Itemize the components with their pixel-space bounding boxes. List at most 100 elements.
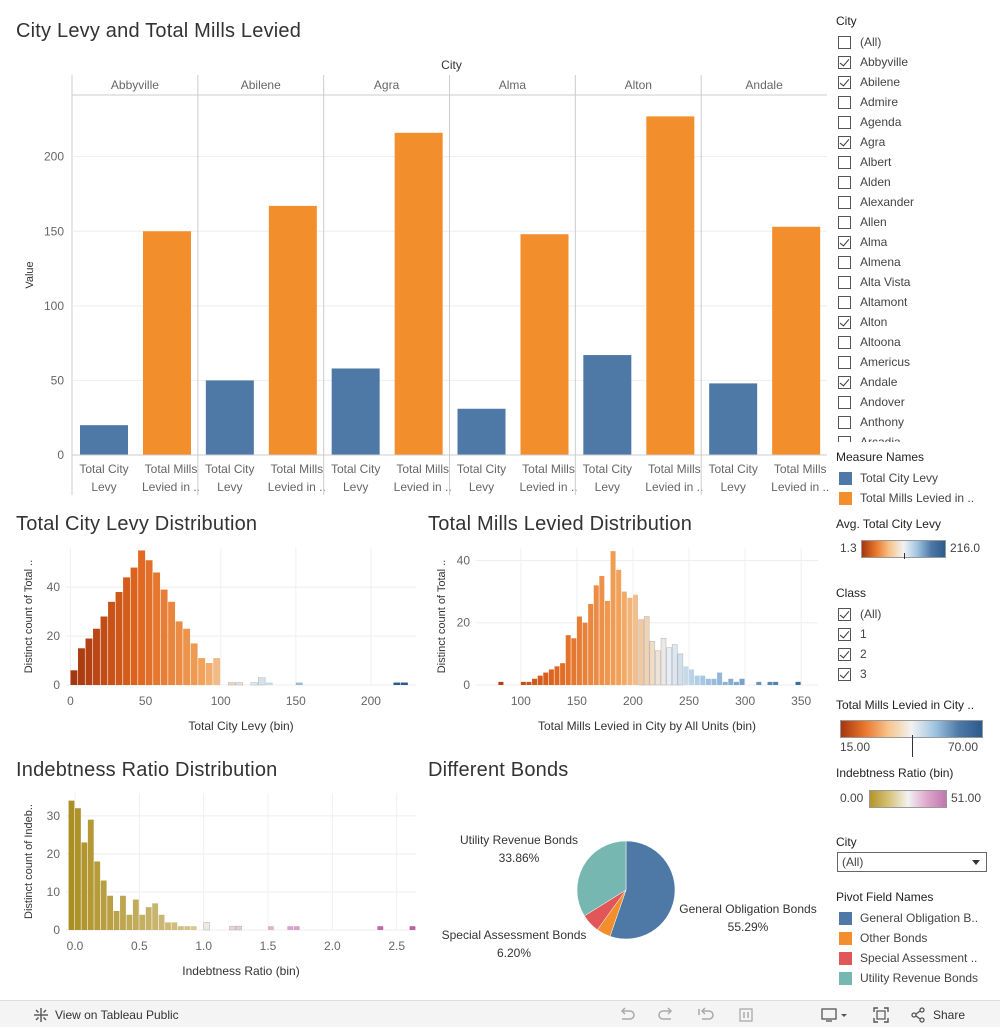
checkbox[interactable] [838,115,851,129]
undo-button[interactable] [618,1001,636,1028]
bonds-pie-chart[interactable]: General Obligation Bonds 55.29% Special As… [428,785,828,985]
filter-option[interactable]: 3 [838,664,867,684]
revert-button[interactable] [697,1001,715,1028]
fullscreen-button[interactable] [872,1001,890,1028]
x-tick-label: 100 [511,694,531,708]
filter-option[interactable]: Arcadia [838,432,901,442]
checkbox[interactable] [838,255,851,269]
dashboard: City Levy and Total Mills Levied Total C… [0,0,1000,1000]
histogram-bar [409,926,416,930]
filter-option[interactable]: Abbyville [838,52,908,72]
x-measure-label: Levy [343,480,368,494]
checkbox[interactable] [838,335,851,349]
filter-option[interactable]: (All) [838,604,881,624]
checkbox-checked[interactable] [838,235,851,249]
filter-option[interactable]: Altoona [838,332,901,352]
filter-option-label: Altamont [860,295,908,309]
download-button[interactable] [820,1001,848,1028]
filter-option-label: Alexander [860,195,915,209]
checkbox-checked[interactable] [838,55,851,69]
city-header-label: Andale [745,78,783,92]
filter-option[interactable]: Andover [838,392,905,412]
filter-option[interactable]: Abilene [838,72,900,92]
checkbox[interactable] [838,295,851,309]
revert-icon [698,1006,714,1020]
share-button[interactable]: Share [910,1001,965,1028]
pivot-legend-item[interactable]: General Obligation B.. [839,908,989,928]
indebtness-distribution-chart[interactable]: 0 10 20 30 0.0 0.5 1.0 1.5 2.0 2.5 Indebtness Rati… [0,785,420,985]
checkbox[interactable] [838,35,851,49]
x-tick-label: 150 [567,694,587,708]
filter-option[interactable]: Alexander [838,192,914,212]
checkbox[interactable] [838,195,851,209]
histogram-bar [205,662,213,685]
levy-distribution-chart[interactable]: 0 20 40 0 50 100 150 200 Total City Levy (bin) Di… [0,540,420,740]
checkbox[interactable] [838,95,851,109]
checkbox[interactable] [838,395,851,409]
city-levy-mills-chart[interactable]: City 0 50 100 150 200 Value Abbyville Total City… [0,50,830,500]
checkbox[interactable] [838,435,851,442]
pivot-legend-item[interactable]: Other Bonds [839,928,989,948]
city-filter-list[interactable]: (All) Abbyville Abilene Admire Agenda Agra Alb… [836,30,996,442]
pie-label-name: Special Assessment Bonds [442,928,587,942]
checkbox-checked[interactable] [838,627,851,641]
legend-label: General Obligation B.. [860,911,979,925]
y-tick-label: 100 [44,299,64,313]
x-measure-label: Levied in .. [519,480,577,494]
filter-option[interactable]: Albert [838,152,891,172]
checkbox[interactable] [838,275,851,289]
checkbox-checked[interactable] [838,315,851,329]
checkbox[interactable] [838,175,851,189]
checkbox-checked[interactable] [838,375,851,389]
checkbox[interactable] [838,215,851,229]
checkbox-checked[interactable] [838,135,851,149]
checkbox-checked[interactable] [838,75,851,89]
pivot-legend-item[interactable]: Utility Revenue Bonds [839,968,989,988]
mills-distribution-chart[interactable]: 0 20 40 100 150 200 250 300 350 Total Mills Levie… [428,540,828,740]
histogram-bar [183,628,191,685]
checkbox[interactable] [838,415,851,429]
redo-icon [658,1006,673,1020]
redo-button[interactable] [657,1001,675,1028]
filter-option[interactable]: Alden [838,172,891,192]
checkbox-checked[interactable] [838,647,851,661]
histogram-bar [87,819,94,930]
filter-option[interactable]: Alta Vista [838,272,910,292]
filter-option[interactable]: 1 [838,624,867,644]
measure-legend-item[interactable]: Total City Levy [839,468,989,488]
filter-option[interactable]: Allen [838,212,887,232]
checkbox-checked[interactable] [838,667,851,681]
filter-option[interactable]: Americus [838,352,910,372]
histogram-bar [677,653,684,686]
filter-option[interactable]: Agra [838,132,885,152]
filter-option[interactable]: Almena [838,252,901,272]
bonds-title: Different Bonds [428,759,569,781]
filter-option[interactable]: Andale [838,372,897,392]
y-tick-label: 30 [47,809,61,823]
checkbox[interactable] [838,155,851,169]
city-dropdown[interactable]: (All) [837,852,987,872]
x-measure-label: Total Mills [522,462,575,476]
pie-label-name: Utility Revenue Bonds [460,833,578,847]
filter-option[interactable]: Agenda [838,112,901,132]
checkbox-checked[interactable] [838,607,851,621]
filter-option[interactable]: Alton [838,312,887,332]
y-tick-label: 40 [47,580,61,594]
histogram-bar [126,914,133,930]
histogram-bar [660,637,667,686]
x-tick-label: 150 [286,694,306,708]
pause-button[interactable] [737,1001,755,1028]
measure-legend-item[interactable]: Total Mills Levied in .. [839,488,989,508]
filter-option[interactable]: Anthony [838,412,904,432]
pivot-legend-item[interactable]: Special Assessment .. [839,948,989,968]
view-on-tableau-link[interactable]: View on Tableau Public [33,1001,179,1028]
filter-option[interactable]: Alma [838,232,887,252]
histogram-bar [160,589,168,685]
filter-option-label: 2 [860,647,867,661]
histogram-bar [683,666,689,685]
filter-option[interactable]: (All) [838,32,881,52]
filter-option[interactable]: 2 [838,644,867,664]
checkbox[interactable] [838,355,851,369]
filter-option[interactable]: Admire [838,92,898,112]
filter-option[interactable]: Altamont [838,292,907,312]
